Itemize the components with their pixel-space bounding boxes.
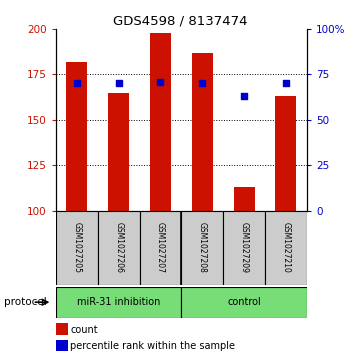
Text: percentile rank within the sample: percentile rank within the sample: [70, 341, 235, 351]
Bar: [140, 211, 181, 285]
Bar: [56, 211, 98, 285]
Bar: [56, 323, 68, 335]
Bar: [181, 211, 223, 285]
Text: count: count: [70, 325, 97, 335]
Bar: [56, 340, 68, 351]
Text: control: control: [227, 297, 261, 307]
Text: GSM1027210: GSM1027210: [282, 222, 291, 273]
Bar: [66, 62, 87, 211]
Bar: [265, 211, 307, 285]
Point: [199, 81, 205, 86]
Bar: [108, 93, 129, 211]
Text: GSM1027207: GSM1027207: [156, 222, 165, 273]
Bar: [223, 211, 265, 285]
Text: protocol: protocol: [4, 297, 46, 307]
Point: [158, 79, 164, 85]
Point: [241, 93, 247, 99]
Text: GSM1027209: GSM1027209: [240, 222, 249, 273]
Text: GSM1027205: GSM1027205: [72, 222, 81, 273]
Bar: [181, 287, 307, 318]
Bar: [56, 287, 181, 318]
Point: [283, 81, 289, 86]
Bar: [150, 33, 171, 211]
Bar: [192, 53, 213, 211]
Bar: [275, 96, 296, 211]
Text: miR-31 inhibition: miR-31 inhibition: [77, 297, 160, 307]
Bar: [234, 187, 255, 211]
Text: GSM1027206: GSM1027206: [114, 222, 123, 273]
Point: [74, 81, 80, 86]
Bar: [98, 211, 140, 285]
Text: GDS4598 / 8137474: GDS4598 / 8137474: [113, 15, 248, 28]
Point: [116, 81, 122, 86]
Text: GSM1027208: GSM1027208: [198, 222, 207, 273]
